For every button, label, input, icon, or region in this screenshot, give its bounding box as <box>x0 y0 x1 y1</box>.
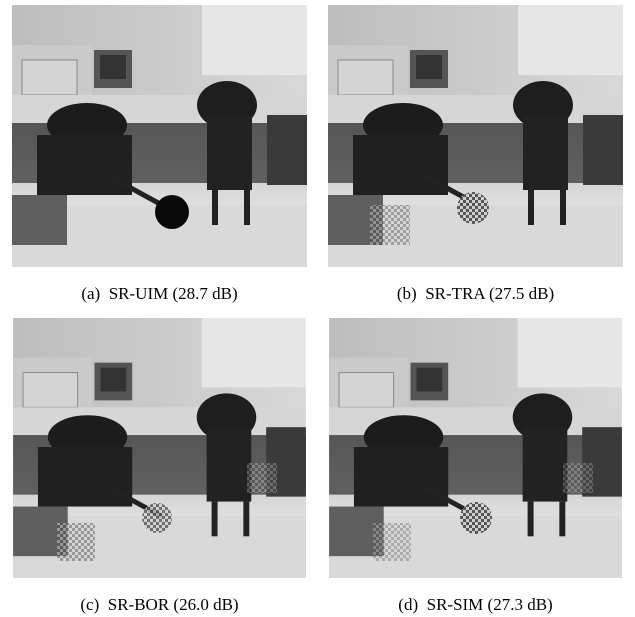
panel-label: (c) <box>80 595 99 614</box>
caption-text: SR-SIM (27.3 dB) <box>427 595 553 614</box>
result-image <box>328 5 623 267</box>
panel-label: (b) <box>397 284 417 303</box>
panel-label: (d) <box>398 595 418 614</box>
caption-text: SR-UIM (28.7 dB) <box>109 284 238 303</box>
caption: (d) SR-SIM (27.3 dB) <box>328 595 623 615</box>
panel: (b) SR-TRA (27.5 dB) <box>328 5 623 304</box>
panel-label: (a) <box>81 284 100 303</box>
panel: (a) SR-UIM (28.7 dB) <box>12 5 307 304</box>
caption: (a) SR-UIM (28.7 dB) <box>12 284 307 304</box>
caption-text: SR-TRA (27.5 dB) <box>425 284 554 303</box>
caption-text: SR-BOR (26.0 dB) <box>108 595 239 614</box>
result-image <box>12 5 307 267</box>
figure: (a) SR-UIM (28.7 dB) (b) SR-TRA (27.5 dB… <box>0 0 635 617</box>
caption: (b) SR-TRA (27.5 dB) <box>328 284 623 304</box>
caption: (c) SR-BOR (26.0 dB) <box>12 595 307 615</box>
result-image <box>12 318 307 578</box>
result-image <box>328 318 623 578</box>
panel: (c) SR-BOR (26.0 dB) <box>12 318 307 615</box>
panel: (d) SR-SIM (27.3 dB) <box>328 318 623 615</box>
